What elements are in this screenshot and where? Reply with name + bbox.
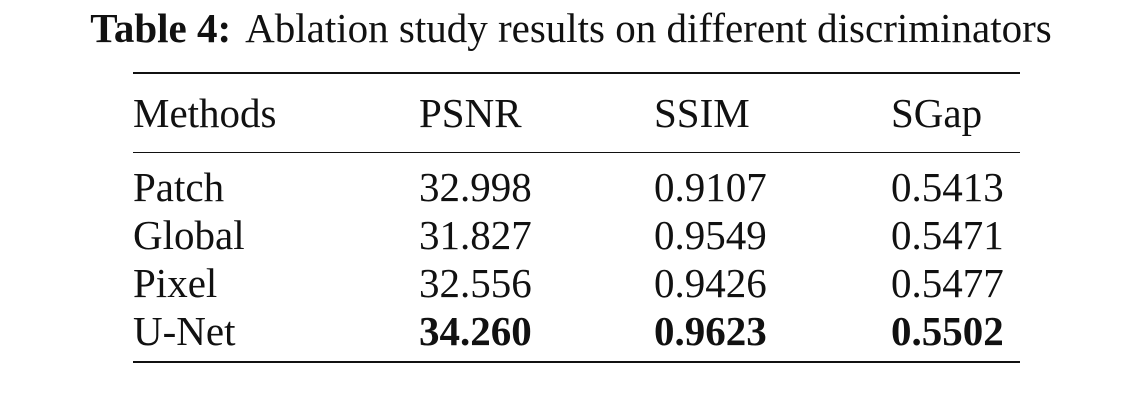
results-table-container: Methods PSNR SSIM SGap Patch 32.998 0.91… (133, 72, 1020, 363)
cell-psnr: 32.556 (419, 260, 532, 306)
cell-psnr: 32.998 (419, 164, 532, 210)
cell-sgap: 0.5471 (891, 212, 1004, 258)
cell-psnr: 31.827 (419, 212, 532, 258)
header-psnr: PSNR (419, 90, 522, 136)
table-caption: Table 4: Ablation study results on differ… (0, 2, 1142, 54)
cell-sgap-best: 0.5502 (891, 308, 1004, 354)
table-row: Global 31.827 0.9549 0.5471 (133, 211, 1020, 259)
header-sgap: SGap (891, 90, 983, 136)
header-ssim: SSIM (654, 90, 750, 136)
cell-psnr-best: 34.260 (419, 308, 532, 354)
header-methods: Methods (133, 90, 277, 136)
cell-ssim: 0.9549 (654, 212, 767, 258)
cell-method: Pixel (133, 260, 218, 306)
table-row: Patch 32.998 0.9107 0.5413 (133, 153, 1020, 212)
cell-ssim-best: 0.9623 (654, 308, 767, 354)
caption-text: Ablation study results on different disc… (245, 5, 1052, 51)
cell-ssim: 0.9426 (654, 260, 767, 306)
caption-label: Table 4: (90, 5, 232, 51)
cell-ssim: 0.9107 (654, 164, 767, 210)
table-row-best: U-Net 34.260 0.9623 0.5502 (133, 307, 1020, 362)
ablation-results-table: Methods PSNR SSIM SGap Patch 32.998 0.91… (133, 72, 1020, 363)
table-header-row: Methods PSNR SSIM SGap (133, 73, 1020, 153)
cell-method: U-Net (133, 308, 236, 354)
cell-sgap: 0.5477 (891, 260, 1004, 306)
table-row: Pixel 32.556 0.9426 0.5477 (133, 259, 1020, 307)
cell-sgap: 0.5413 (891, 164, 1004, 210)
cell-method: Patch (133, 164, 225, 210)
cell-method: Global (133, 212, 245, 258)
